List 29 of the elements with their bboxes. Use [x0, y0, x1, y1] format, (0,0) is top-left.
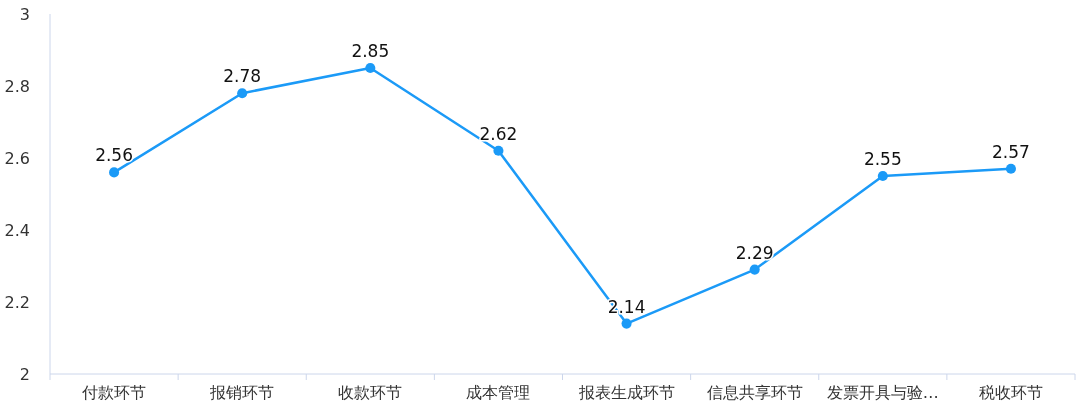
- data-label: 2.62: [479, 123, 518, 144]
- point: [621, 318, 632, 329]
- point: [109, 167, 120, 178]
- x-tick-label: 报表生成环节: [577, 383, 675, 402]
- y-tick-label: 3: [19, 4, 30, 24]
- x-tick-label: 发票开具与验…: [826, 383, 939, 402]
- x-tick-label: 成本管理: [466, 383, 531, 402]
- y-tick-label: 2.8: [4, 76, 30, 96]
- x-tick-label: 信息共享环节: [706, 383, 803, 402]
- point: [237, 88, 248, 99]
- y-tick-label: 2: [19, 364, 30, 384]
- point: [493, 145, 504, 156]
- y-tick-label: 2.6: [4, 148, 30, 168]
- data-label: 2.85: [351, 41, 390, 61]
- x-tick-label: 税收环节: [978, 383, 1043, 402]
- point: [1005, 163, 1016, 174]
- data-label: 2.56: [95, 145, 133, 166]
- x-tick-label: 报销环节: [209, 383, 275, 402]
- y-tick-label: 2.2: [4, 292, 30, 312]
- data-label: 2.55: [863, 149, 902, 169]
- y-tick-label: 2.4: [4, 220, 30, 240]
- x-tick-label: 付款环节: [81, 383, 147, 402]
- point: [877, 170, 888, 182]
- data-label: 2.29: [735, 242, 774, 263]
- point: [749, 264, 760, 275]
- data-label: 2.57: [992, 141, 1030, 162]
- x-tick-label: 收款环节: [338, 383, 403, 402]
- point: [365, 62, 376, 74]
- data-label: 2.78: [223, 66, 262, 87]
